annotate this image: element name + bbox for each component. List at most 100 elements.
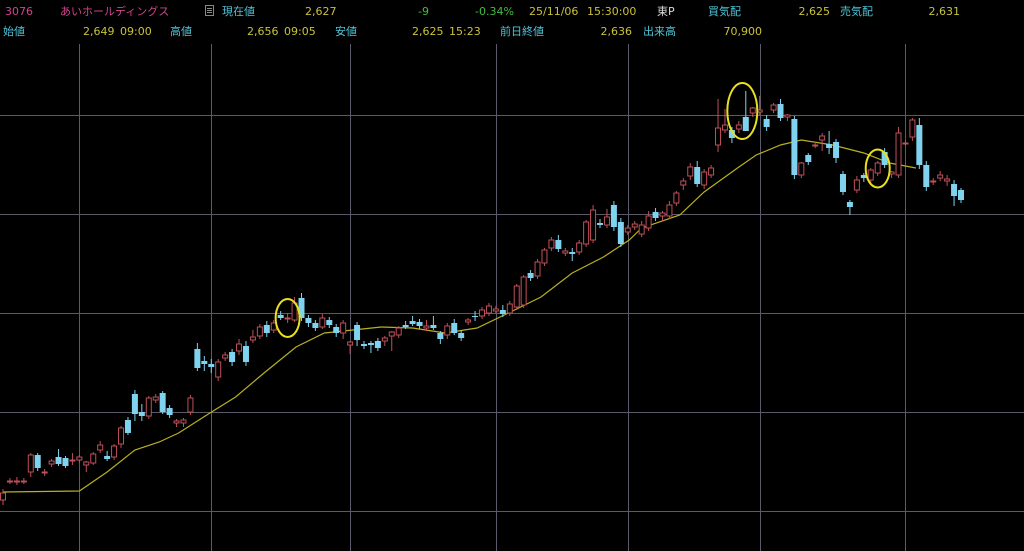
candle-down bbox=[34, 453, 41, 471]
candle-down bbox=[472, 311, 479, 321]
candle-down bbox=[430, 316, 437, 330]
candle-body bbox=[485, 305, 492, 314]
candle-body bbox=[277, 315, 284, 318]
candle-up bbox=[645, 211, 652, 231]
candle-up bbox=[930, 178, 937, 185]
moving-average-layer bbox=[2, 139, 917, 493]
candle-up bbox=[388, 331, 395, 351]
candle-body bbox=[728, 130, 735, 138]
candle-body bbox=[145, 397, 152, 417]
candle-body bbox=[673, 192, 680, 204]
candle-body bbox=[34, 455, 41, 468]
candle-down bbox=[569, 248, 576, 261]
quote-time: 15:30:00 bbox=[587, 5, 637, 18]
candle-body bbox=[444, 325, 451, 336]
candle-body bbox=[555, 240, 562, 249]
candle-body bbox=[909, 119, 916, 138]
candle-down bbox=[124, 417, 131, 435]
candle-body bbox=[305, 318, 312, 323]
candle-up bbox=[770, 103, 777, 113]
candle-body bbox=[111, 445, 118, 458]
candle-body bbox=[55, 457, 62, 464]
candle-down bbox=[617, 218, 624, 247]
candle-down bbox=[312, 320, 319, 331]
candle-up bbox=[6, 478, 13, 484]
candle-body bbox=[631, 223, 638, 228]
candle-down bbox=[923, 161, 930, 191]
candle-body bbox=[166, 408, 173, 415]
candle-up bbox=[749, 107, 756, 117]
candle-body bbox=[819, 135, 826, 141]
candle-down bbox=[805, 153, 812, 165]
candle-body bbox=[645, 215, 652, 229]
candle-body bbox=[603, 216, 610, 226]
candle-body bbox=[312, 323, 319, 328]
candle-body bbox=[326, 320, 333, 325]
candle-up bbox=[715, 99, 722, 152]
candle-down bbox=[298, 293, 305, 321]
candle-down bbox=[55, 449, 62, 466]
candle-up bbox=[222, 352, 229, 361]
candle-up bbox=[173, 419, 180, 427]
candle-down bbox=[367, 341, 374, 353]
candle-body bbox=[895, 132, 902, 176]
open-label: 始値 bbox=[3, 25, 25, 38]
candle-body bbox=[638, 224, 645, 235]
candle-body bbox=[944, 178, 951, 182]
candle-body bbox=[347, 341, 354, 346]
candle-body bbox=[159, 393, 166, 412]
candle-body bbox=[791, 119, 798, 175]
candle-body bbox=[152, 396, 159, 401]
volume-value: 70,900 bbox=[723, 25, 763, 38]
candle-up bbox=[520, 275, 527, 308]
highlight-ellipse bbox=[726, 82, 759, 140]
candle-body bbox=[451, 323, 458, 333]
candle-down bbox=[263, 321, 270, 337]
candle-down bbox=[326, 317, 333, 328]
candle-down bbox=[104, 451, 111, 461]
candle-body bbox=[867, 169, 874, 181]
candle-body bbox=[576, 242, 583, 253]
candle-up bbox=[256, 324, 263, 339]
candle-body bbox=[763, 119, 770, 127]
candle-down bbox=[305, 315, 312, 327]
candle-down bbox=[374, 338, 381, 351]
candle-up bbox=[236, 339, 243, 355]
document-icon[interactable] bbox=[205, 5, 214, 16]
candle-body bbox=[666, 204, 673, 217]
candle-body bbox=[354, 325, 361, 340]
candle-down bbox=[839, 171, 846, 195]
candle-up bbox=[631, 221, 638, 230]
candle-body bbox=[597, 223, 604, 225]
candle-up bbox=[603, 209, 610, 228]
candle-body bbox=[923, 165, 930, 187]
candle-body bbox=[569, 252, 576, 254]
candle-down bbox=[916, 118, 923, 169]
candle-body bbox=[409, 321, 416, 324]
candle-body bbox=[118, 427, 125, 445]
candle-body bbox=[902, 142, 909, 145]
candle-body bbox=[27, 454, 34, 473]
candle-down bbox=[610, 201, 617, 231]
candle-up bbox=[485, 303, 492, 316]
candle-body bbox=[298, 298, 305, 318]
high-label: 高値 bbox=[170, 25, 192, 38]
candle-body bbox=[492, 308, 499, 312]
candle-up bbox=[423, 320, 430, 331]
candle-down bbox=[194, 343, 201, 371]
candle-body bbox=[520, 276, 527, 306]
candle-body bbox=[659, 212, 666, 217]
candle-body bbox=[13, 480, 20, 483]
candle-body bbox=[687, 166, 694, 177]
candle-body bbox=[48, 460, 55, 465]
candle-body bbox=[694, 167, 701, 184]
candle-body bbox=[715, 127, 722, 146]
candle-up bbox=[479, 307, 485, 319]
change-value: -9 bbox=[418, 5, 429, 18]
candle-body bbox=[20, 480, 27, 483]
candle-down bbox=[416, 319, 423, 329]
candle-body bbox=[83, 461, 90, 466]
candle-down bbox=[437, 331, 444, 344]
candle-body bbox=[402, 325, 409, 327]
